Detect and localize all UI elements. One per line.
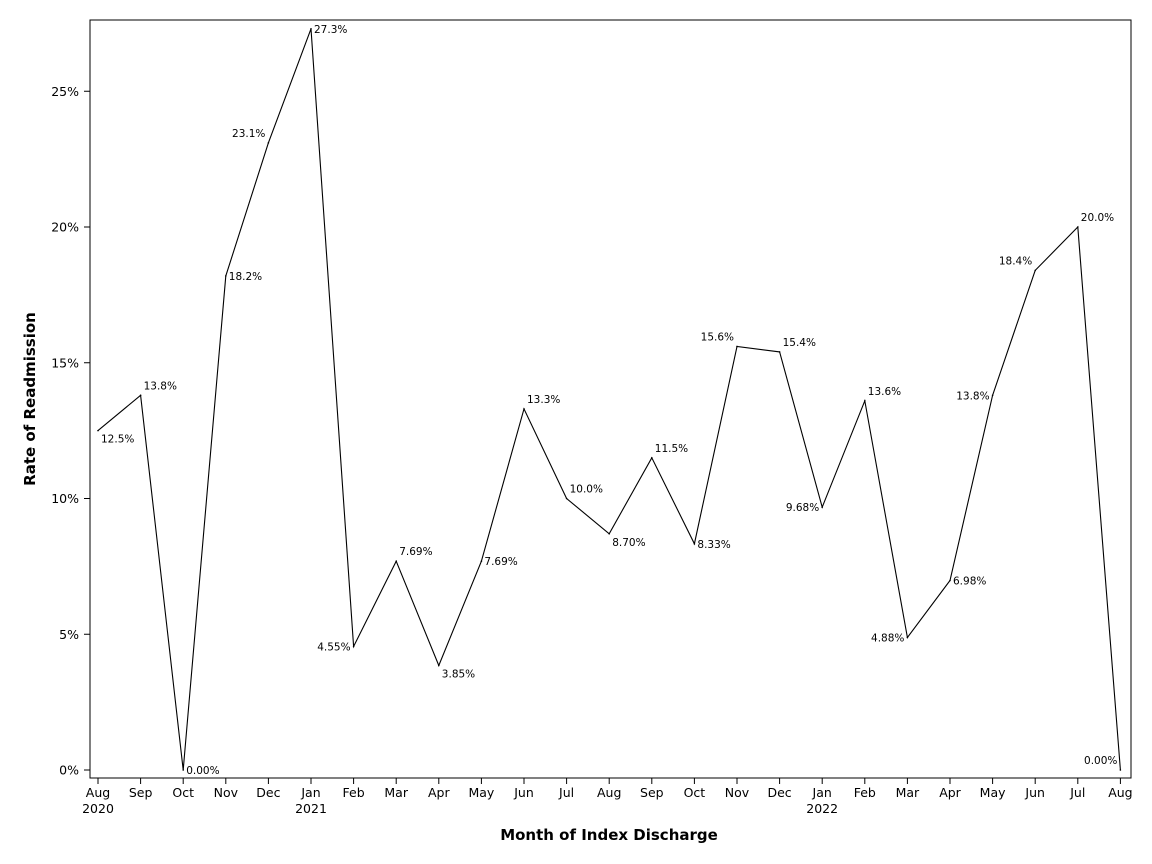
data-label: 12.5% [101,434,134,446]
x-tick-year-label: 2022 [806,801,838,816]
data-label: 18.4% [999,255,1032,267]
x-tick-label: Oct [684,785,706,800]
data-point [352,645,355,648]
data-label: 13.3% [527,394,560,406]
data-labels: 12.5% 13.8% 0.00% 18.2% 23.1% 27.3% 4.55% 7.69%… [101,24,1117,777]
data-point [139,394,142,397]
data-point [267,142,270,144]
y-tick-label: 10% [51,491,79,506]
data-point [438,664,440,667]
x-tick-label: Apr [428,785,450,800]
data-label: 13.6% [868,386,901,398]
data-label: 8.33% [697,539,730,551]
data-label: 3.85% [442,668,475,680]
data-label: 7.69% [484,556,517,568]
x-tick-label: Mar [896,785,920,800]
data-label: 8.70% [612,537,645,549]
data-point [395,560,398,563]
data-label: 10.0% [570,484,603,496]
y-tick-label: 20% [51,220,79,235]
x-tick-year-label: 2021 [295,801,327,816]
data-points [97,28,1122,771]
data-point [1034,269,1036,272]
y-tick-label: 25% [51,84,79,99]
data-label: 27.3% [314,24,347,36]
data-point [523,408,525,410]
data-label: 13.8% [956,390,989,402]
data-label: 11.5% [655,443,688,455]
x-tick-label: Jun [1024,785,1045,800]
data-label: 4.55% [317,641,350,653]
data-point [949,579,951,582]
x-tick-label: Feb [854,785,876,800]
data-point [225,275,227,277]
y-axis-title: Rate of Readmission [21,312,39,486]
data-label: 6.98% [953,575,986,587]
data-label: 0.00% [186,765,219,777]
x-tick-label: Jan [812,785,832,800]
data-point [864,399,866,402]
data-point [1119,769,1122,771]
data-label: 13.8% [144,380,177,392]
x-tick-label: Jun [513,785,534,800]
x-tick-label: Aug [597,785,621,800]
data-label: 0.00% [1084,755,1117,767]
data-point [821,506,823,508]
x-tick-label: May [980,785,1006,800]
data-point [310,28,312,30]
x-tick-label: Jan [300,785,320,800]
data-point [778,351,781,353]
x-tick-label: Aug [86,785,110,800]
x-tick-label: May [468,785,494,800]
data-point [693,543,696,545]
x-tick-label: Sep [129,785,153,800]
x-tick-label: Sep [640,785,664,800]
data-point [906,636,909,639]
y-tick-label: 15% [51,355,79,370]
x-tick-label: Apr [939,785,961,800]
data-point [565,497,568,500]
data-label: 9.68% [786,502,819,514]
x-tick-label: Jul [1069,785,1085,800]
x-tick-label: Oct [172,785,194,800]
x-tick-label: Dec [256,785,280,800]
y-tick-label: 5% [59,627,79,642]
data-label: 15.4% [783,337,816,349]
data-point [182,769,184,771]
x-tick-label: Nov [725,785,750,800]
x-tick-label: Nov [214,785,239,800]
data-label: 23.1% [232,128,265,140]
data-point [480,560,483,563]
data-point [97,429,99,432]
y-axis: 0% 5% 10% 15% 20% 25% [51,84,90,778]
y-tick-label: 0% [59,763,79,778]
data-point [736,345,738,348]
x-axis-title: Month of Index Discharge [500,826,718,844]
data-point [651,456,653,459]
data-label: 4.88% [871,633,904,645]
data-point [608,532,610,535]
x-tick-label: Aug [1108,785,1132,800]
x-tick-label: Mar [384,785,408,800]
x-tick-year-label: 2020 [82,801,114,816]
data-point [1077,226,1079,228]
data-label: 18.2% [229,271,262,283]
x-tick-label: Jul [558,785,574,800]
data-label: 7.69% [399,546,432,558]
data-point [991,394,994,397]
x-tick-label: Feb [343,785,365,800]
data-label: 20.0% [1081,212,1114,224]
plot-frame [89,19,1132,779]
x-tick-label: Dec [767,785,791,800]
data-label: 15.6% [701,331,734,343]
